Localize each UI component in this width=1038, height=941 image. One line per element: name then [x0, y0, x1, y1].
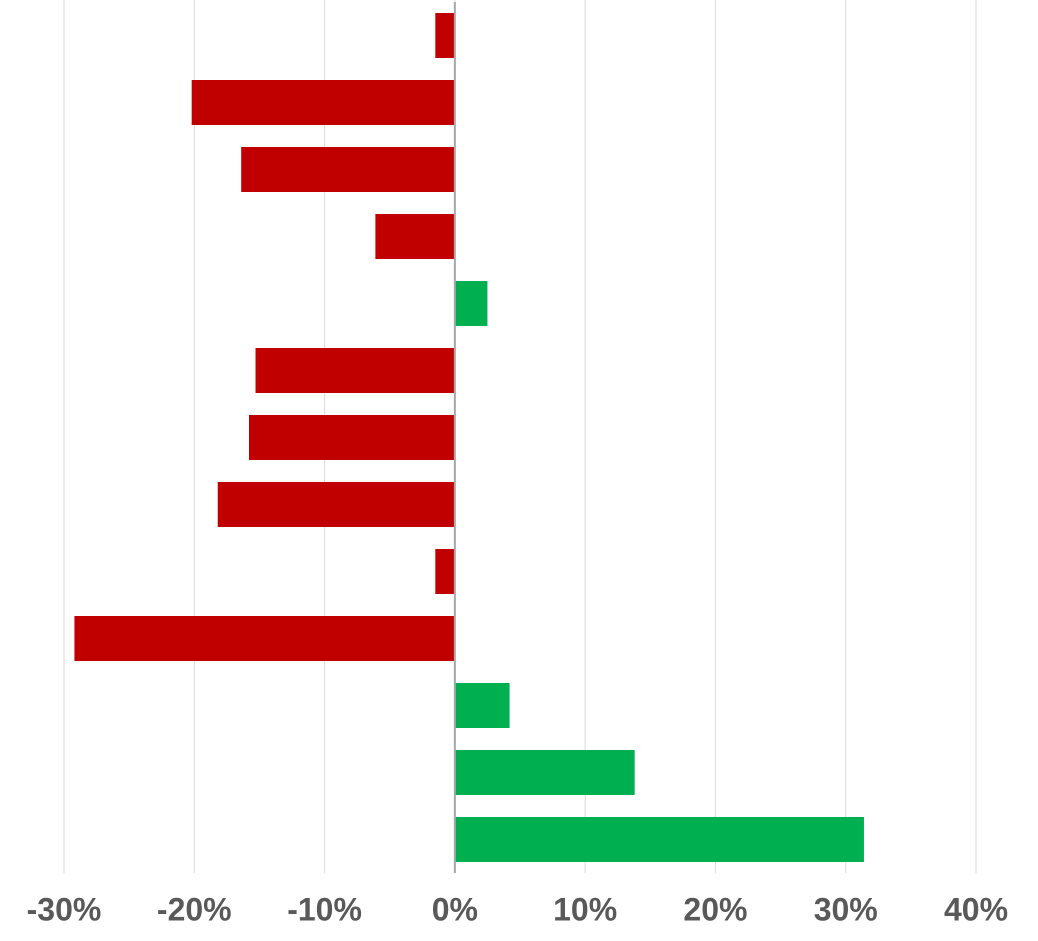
- bar: [217, 482, 455, 527]
- bar: [375, 214, 455, 259]
- bar: [454, 817, 864, 862]
- x-tick-label: 30%: [814, 891, 878, 927]
- x-tick-label: -10%: [287, 891, 362, 927]
- bar: [454, 281, 488, 326]
- bar: [74, 616, 455, 661]
- bar: [435, 549, 455, 594]
- x-tick-label: 40%: [944, 891, 1008, 927]
- x-tick-label: -30%: [27, 891, 102, 927]
- x-tick-label: 0%: [432, 891, 478, 927]
- bar: [454, 750, 635, 795]
- bar: [241, 147, 455, 192]
- bar: [435, 13, 455, 58]
- bar: [454, 683, 510, 728]
- bar: [255, 348, 455, 393]
- x-tick-label: -20%: [157, 891, 232, 927]
- x-tick-label: 10%: [553, 891, 617, 927]
- bar: [191, 80, 455, 125]
- bar: [249, 415, 455, 460]
- x-tick-label: 20%: [683, 891, 747, 927]
